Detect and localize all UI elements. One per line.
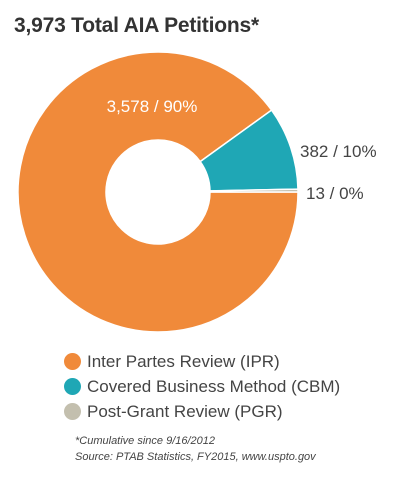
legend-item-ipr: Inter Partes Review (IPR) — [64, 349, 340, 374]
slice-pgr — [209, 188, 299, 193]
donut-chart: 3,578 / 90% 382 / 10% 13 / 0% — [17, 51, 377, 333]
legend-label-ipr: Inter Partes Review (IPR) — [87, 351, 280, 371]
chart-legend: Inter Partes Review (IPR) Covered Busine… — [64, 349, 340, 424]
footnote-cumulative: *Cumulative since 9/16/2012 — [75, 435, 216, 447]
legend-label-cbm: Covered Business Method (CBM) — [87, 376, 341, 396]
legend-swatch-pgr — [64, 403, 81, 420]
data-label-ipr: 3,578 / 90% — [107, 97, 198, 116]
chart-title: 3,973 Total AIA Petitions* — [14, 14, 259, 37]
legend-swatch-ipr — [64, 353, 81, 370]
data-label-pgr: 13 / 0% — [306, 184, 364, 203]
legend-item-pgr: Post-Grant Review (PGR) — [64, 399, 340, 424]
legend-swatch-cbm — [64, 378, 81, 395]
legend-item-cbm: Covered Business Method (CBM) — [64, 374, 340, 399]
legend-label-pgr: Post-Grant Review (PGR) — [87, 401, 283, 421]
data-label-cbm: 382 / 10% — [300, 142, 377, 161]
footnote: *Cumulative since 9/16/2012 Source: PTAB… — [75, 433, 316, 465]
slice-ipr — [17, 51, 299, 333]
footnote-source: Source: PTAB Statistics, FY2015, www.usp… — [75, 451, 316, 463]
